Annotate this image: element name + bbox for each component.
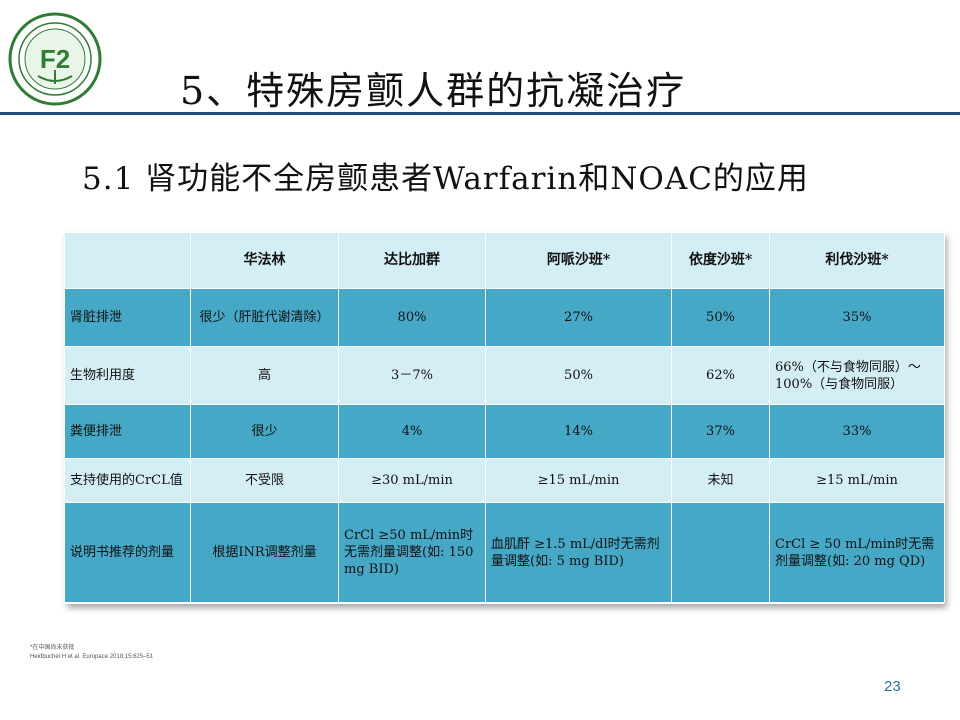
table-cell: ≥15 mL/min — [485, 458, 672, 503]
table-cell: 80% — [338, 288, 486, 347]
table-cell: 35% — [769, 288, 945, 347]
table-cell: 14% — [485, 404, 672, 459]
table-cell: CrCl ≥50 mL/min时无需剂量调整(如: 150 mg BID) — [338, 502, 486, 603]
table-cell: 50% — [671, 288, 770, 347]
row-label: 粪便排泄 — [64, 404, 191, 459]
header-cell-empty — [64, 232, 191, 289]
table-cell: 根据INR调整剂量 — [190, 502, 339, 603]
table-row: 肾脏排泄 很少（肝脏代谢清除） 80% 27% 50% 35% — [64, 288, 945, 347]
section-subtitle: 5.1 肾功能不全房颤患者Warfarin和NOAC的应用 — [82, 161, 809, 197]
row-label: 肾脏排泄 — [64, 288, 191, 347]
comparison-table: 华法林 达比加群 阿哌沙班* 依度沙班* 利伐沙班* 肾脏排泄 很少（肝脏代谢清… — [64, 232, 945, 604]
header-cell-apixaban: 阿哌沙班* — [485, 232, 672, 289]
header-cell-edoxaban: 依度沙班* — [671, 232, 770, 289]
table-row: 生物利用度 高 3－7% 50% 62% 66%（不与食物同服）～100%（与食… — [64, 346, 945, 405]
svg-text:F2: F2 — [40, 44, 70, 74]
row-label: 说明书推荐的剂量 — [64, 502, 191, 603]
table-cell: 62% — [671, 346, 770, 405]
table-cell: ≥30 mL/min — [338, 458, 486, 503]
header-cell-dabigatran: 达比加群 — [338, 232, 486, 289]
page-title: 5、特殊房颤人群的抗凝治疗 — [180, 69, 687, 113]
table-cell: 血肌酐 ≥1.5 mL/dl时无需剂量调整(如: 5 mg BID) — [485, 502, 672, 603]
table-row: 支持使用的CrCL值 不受限 ≥30 mL/min ≥15 mL/min 未知 … — [64, 458, 945, 503]
table-cell: 很少 — [190, 404, 339, 459]
table-cell: 不受限 — [190, 458, 339, 503]
table-cell: 66%（不与食物同服）～100%（与食物同服） — [769, 346, 945, 405]
table-cell: ≥15 mL/min — [769, 458, 945, 503]
table-cell: 高 — [190, 346, 339, 405]
table-row: 粪便排泄 很少 4% 14% 37% 33% — [64, 404, 945, 459]
footnote-reference: Heidbuchel H et al. Europace 2018;15:625… — [30, 654, 154, 660]
table-cell: 27% — [485, 288, 672, 347]
table-cell: 4% — [338, 404, 486, 459]
table-cell: 33% — [769, 404, 945, 459]
table-cell: 未知 — [671, 458, 770, 503]
title-divider — [0, 112, 960, 115]
hospital-logo: F2 — [8, 12, 102, 106]
table-row: 说明书推荐的剂量 根据INR调整剂量 CrCl ≥50 mL/min时无需剂量调… — [64, 502, 945, 603]
header-cell-rivaroxaban: 利伐沙班* — [769, 232, 945, 289]
table-cell: 50% — [485, 346, 672, 405]
footnote-approval: *在中国尚未获批 — [30, 645, 75, 651]
table-header-row: 华法林 达比加群 阿哌沙班* 依度沙班* 利伐沙班* — [64, 232, 945, 289]
table-cell: 3－7% — [338, 346, 486, 405]
header-cell-warfarin: 华法林 — [190, 232, 339, 289]
row-label: 生物利用度 — [64, 346, 191, 405]
table-cell: CrCl ≥ 50 mL/min时无需剂量调整(如: 20 mg QD) — [769, 502, 945, 603]
table-cell: 很少（肝脏代谢清除） — [190, 288, 339, 347]
row-label: 支持使用的CrCL值 — [64, 458, 191, 503]
table-cell — [671, 502, 770, 603]
table-cell: 37% — [671, 404, 770, 459]
page-number: 23 — [884, 678, 901, 695]
footnote: *在中国尚未获批 Heidbuchel H et al. Europace 20… — [30, 644, 153, 662]
